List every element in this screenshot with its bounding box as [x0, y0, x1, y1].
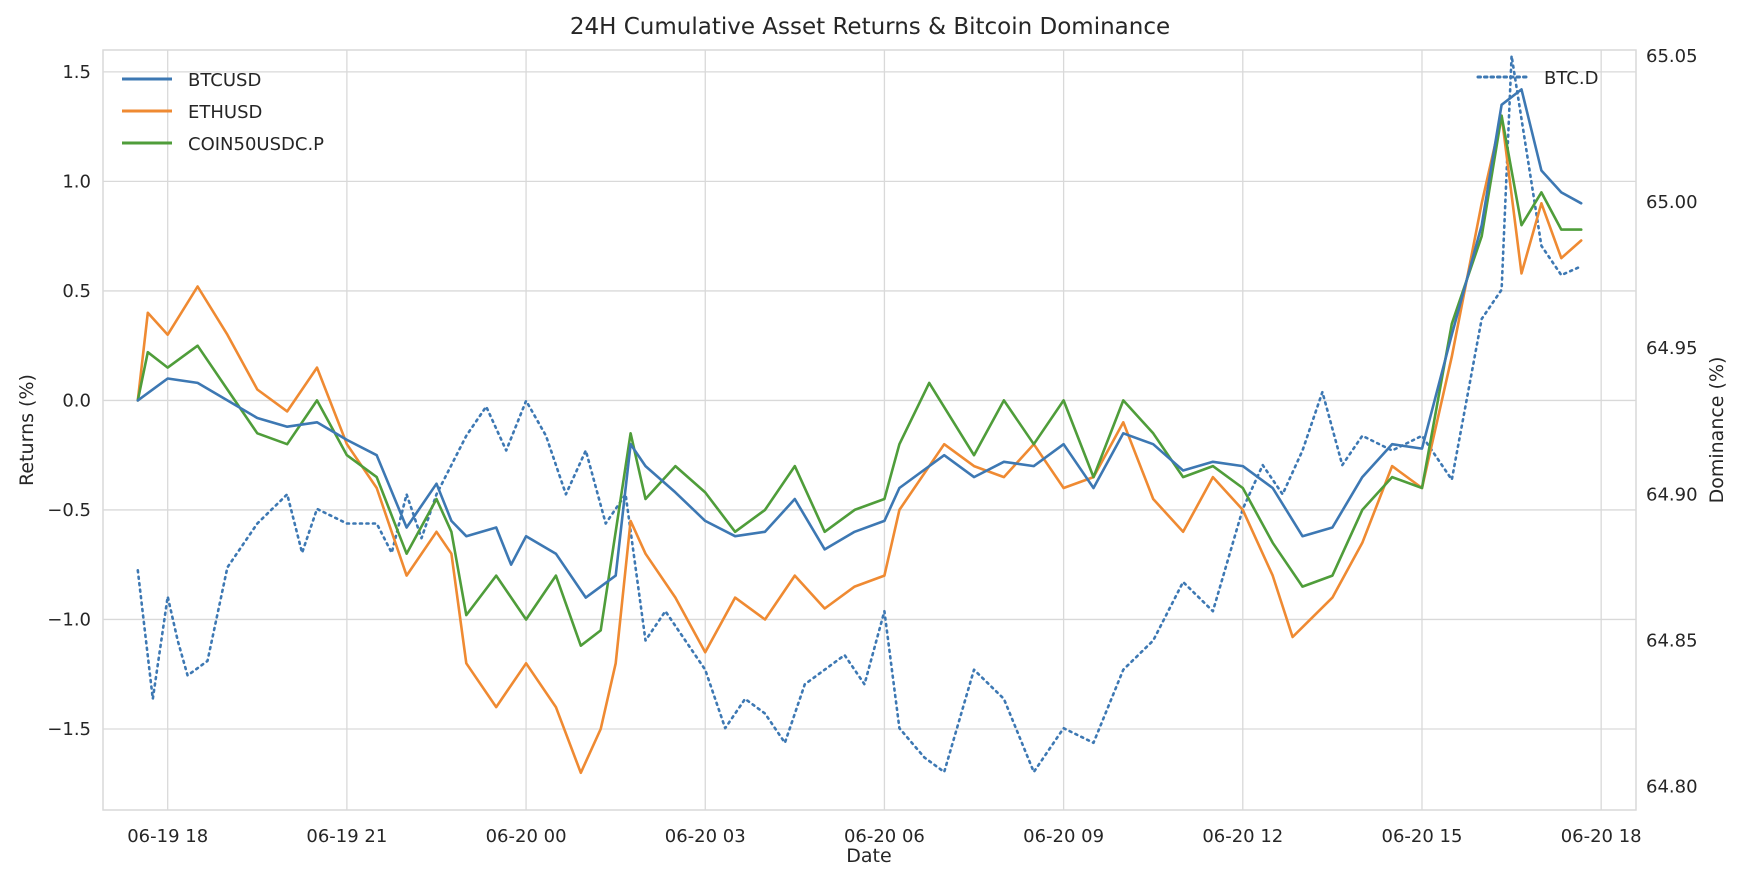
- x-tick-label: 06-19 21: [306, 826, 387, 847]
- series-line-btc-d: [136, 54, 1583, 774]
- legend-label-btcd: BTC.D: [1544, 68, 1598, 89]
- y2-tick-label: 65.00: [1646, 192, 1698, 213]
- legend-left: BTCUSD ETHUSD COIN50USDC.P: [122, 70, 324, 155]
- chart-title: 24H Cumulative Asset Returns & Bitcoin D…: [570, 14, 1170, 40]
- x-tick-label: 06-19 18: [127, 826, 208, 847]
- legend-label-coin50: COIN50USDC.P: [188, 134, 324, 155]
- series-layer: [136, 54, 1583, 775]
- y-tick-label: −1.5: [47, 719, 91, 740]
- series-line-ethusd: [136, 114, 1583, 775]
- series-line-coin50usdc-p: [136, 114, 1583, 647]
- x-axis-title: Date: [846, 845, 891, 867]
- x-tick-label: 06-20 09: [1023, 826, 1104, 847]
- y2-tick-label: 65.05: [1646, 46, 1698, 67]
- y2-tick-label: 64.90: [1646, 484, 1698, 505]
- x-tick-label: 06-20 18: [1561, 826, 1642, 847]
- x-tick-label: 06-20 06: [844, 826, 925, 847]
- y-tick-label: 1.0: [62, 171, 91, 192]
- tick-layer: −1.5 −1.0 −0.5 0.0 0.5 1.0 1.5 64.80 64.85 64.90 6…: [47, 46, 1697, 847]
- y-tick-label: −0.5: [47, 500, 91, 521]
- y2-axis-title: Dominance (%): [1706, 357, 1728, 504]
- x-tick-label: 06-20 15: [1382, 826, 1463, 847]
- x-tick-label: 06-20 03: [665, 826, 746, 847]
- plot-frame: [102, 49, 1637, 811]
- legend-label-ethusd: ETHUSD: [188, 102, 262, 123]
- x-tick-label: 06-20 00: [486, 826, 567, 847]
- y-tick-label: −1.0: [47, 609, 91, 630]
- y-tick-label: 0.5: [62, 281, 91, 302]
- legend-label-btcusd: BTCUSD: [188, 70, 261, 91]
- y2-tick-label: 64.80: [1646, 777, 1698, 798]
- x-tick-label: 06-20 12: [1202, 826, 1283, 847]
- y-tick-label: 0.0: [62, 390, 91, 411]
- y2-tick-label: 64.85: [1646, 630, 1698, 651]
- series-line-btcusd: [136, 88, 1583, 599]
- y-tick-label: 1.5: [62, 62, 91, 83]
- legend-right: BTC.D: [1476, 68, 1598, 89]
- y2-tick-label: 64.95: [1646, 338, 1698, 359]
- grid-layer: [103, 50, 1636, 810]
- y-axis-title: Returns (%): [16, 374, 38, 486]
